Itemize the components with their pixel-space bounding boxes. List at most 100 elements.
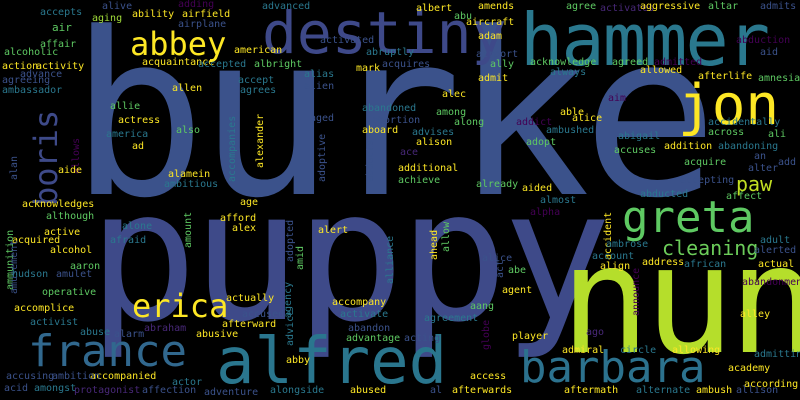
word: afford: [220, 213, 257, 224]
word: along: [454, 117, 485, 128]
word: aggressive: [640, 1, 701, 12]
word: affect: [726, 191, 763, 202]
word: aang: [470, 301, 495, 312]
word: abandoning: [718, 141, 779, 152]
word: access: [470, 371, 507, 382]
word: ambition: [52, 371, 101, 382]
word: adding: [178, 0, 215, 10]
word: able: [560, 107, 585, 118]
word: acquires: [382, 59, 431, 70]
word-paw: paw: [736, 172, 773, 196]
word: amusement: [9, 239, 20, 294]
word: account: [592, 251, 635, 262]
word: agrees: [240, 85, 277, 96]
word-cleaning: cleaning: [662, 236, 759, 260]
word: ability: [132, 9, 175, 20]
word: alice: [572, 113, 603, 124]
word: alec: [442, 89, 467, 100]
word: aboard: [362, 125, 399, 136]
word: acting: [404, 333, 441, 344]
word: abortion: [372, 115, 421, 126]
word: ago: [586, 327, 605, 338]
word: aftermath: [564, 385, 619, 396]
word: afraid: [110, 235, 147, 246]
word: afterwards: [452, 385, 513, 396]
word: player: [512, 331, 549, 342]
word: aim: [608, 93, 627, 104]
word: although: [46, 211, 95, 222]
word: abe: [508, 265, 527, 276]
word: al: [430, 385, 443, 396]
word: adventure: [204, 387, 259, 398]
word: ambrose: [606, 239, 649, 250]
word: admitted: [654, 57, 703, 68]
word: aided: [522, 183, 553, 194]
word: ali: [768, 129, 787, 140]
word: operative: [42, 287, 97, 298]
word: allie: [110, 101, 141, 112]
word: additional: [398, 163, 459, 174]
word: american: [234, 45, 283, 56]
word: agreed: [612, 57, 649, 68]
word: addict: [516, 117, 553, 128]
word: activates: [600, 3, 655, 14]
word: already: [476, 179, 519, 190]
word: abuse: [80, 327, 111, 338]
word-greta: greta: [622, 192, 755, 243]
word: activist: [30, 317, 79, 328]
word: african: [684, 259, 727, 270]
word: alice: [482, 253, 513, 264]
word: afterward: [222, 319, 277, 330]
word: hudson: [12, 269, 49, 280]
word: mark: [356, 63, 381, 74]
word: ahead: [429, 229, 440, 260]
word: protagonist: [74, 385, 141, 396]
word: alongside: [270, 385, 325, 396]
word: allen: [172, 83, 203, 94]
word: add: [778, 157, 797, 168]
word-boris: boris: [27, 109, 65, 206]
word: allowing: [672, 345, 721, 356]
word: alter: [748, 163, 779, 174]
word: admits: [760, 1, 797, 12]
word: announce: [631, 267, 642, 316]
word: advice: [285, 309, 296, 346]
word: agreement: [424, 313, 479, 324]
word: acknowledges: [22, 199, 95, 210]
word: acid: [4, 383, 29, 394]
word: abandon: [348, 323, 391, 334]
word: abducts: [365, 139, 376, 182]
word: age: [240, 197, 259, 208]
word: accused: [242, 309, 285, 320]
word: agent: [502, 285, 533, 296]
word: activated: [320, 35, 375, 46]
word: air: [52, 21, 72, 34]
word: amulet: [56, 269, 93, 280]
word: abducted: [640, 189, 689, 200]
word: affection: [142, 385, 197, 396]
word: alan: [9, 155, 20, 180]
word: alert: [318, 225, 349, 236]
word: accept: [238, 75, 275, 86]
word: alarm: [114, 329, 145, 340]
word: admiral: [562, 345, 605, 356]
word: align: [600, 261, 631, 272]
word: globe: [481, 319, 492, 350]
word: accompany: [332, 297, 387, 308]
word: address: [642, 257, 685, 268]
word-france: france: [28, 326, 187, 377]
word: across: [708, 127, 745, 138]
word: ace: [400, 147, 419, 158]
word: alias: [304, 69, 335, 80]
word-jon: jon: [678, 73, 780, 138]
word: aaron: [70, 261, 101, 272]
word: adoptive: [317, 133, 328, 182]
word: acknowledge: [530, 57, 597, 68]
word: accuses: [614, 145, 657, 156]
word: achieve: [398, 175, 441, 186]
word: abandonment: [742, 277, 800, 288]
word: alamein: [168, 169, 211, 180]
word: albert: [416, 3, 453, 14]
word: adam: [478, 31, 503, 42]
